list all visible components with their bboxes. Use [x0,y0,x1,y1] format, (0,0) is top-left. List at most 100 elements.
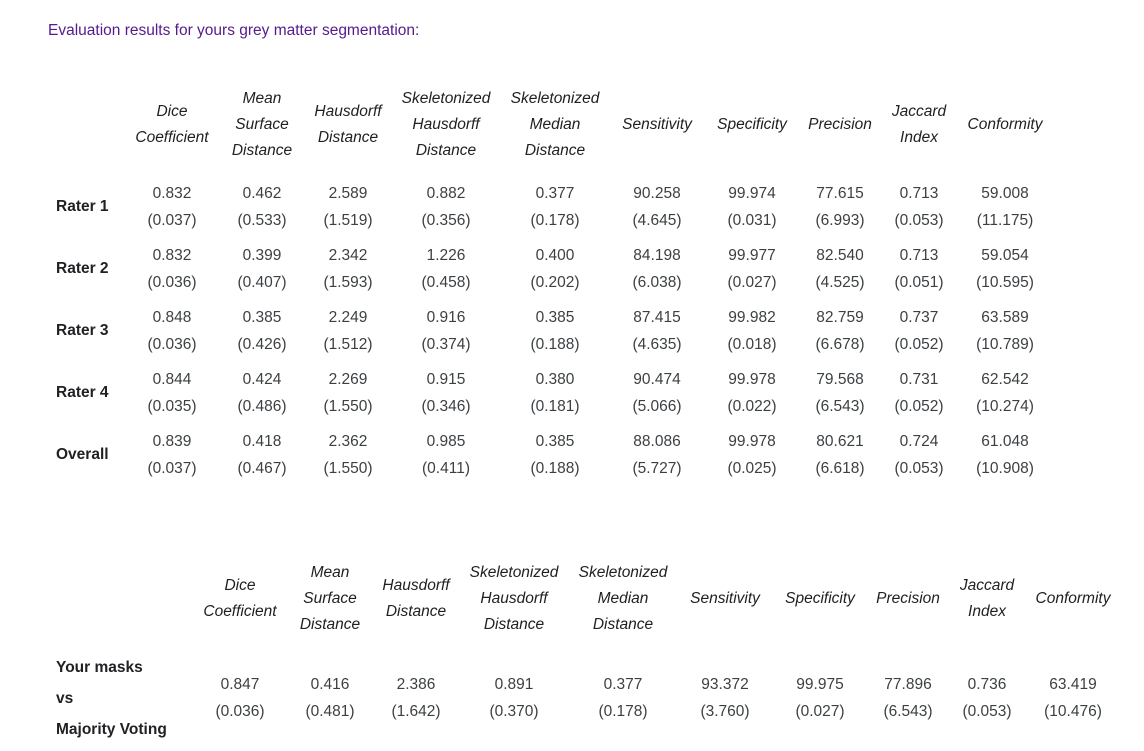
metric-cell: 2.386 (1.642) [374,650,458,746]
metric-cell: 82.759 (6.678) [798,300,882,362]
std-value: (0.025) [727,460,777,477]
column-header: Jaccard Index [959,577,1015,620]
std-value: (1.550) [323,460,373,477]
metric-cell: 84.198 (6.038) [608,238,706,300]
std-value: (0.053) [894,460,944,477]
std-value: (10.908) [976,460,1034,477]
std-value: (6.543) [815,398,865,415]
metric-cell: 0.847 (0.036) [194,650,286,746]
metric-cell: 63.419 (10.476) [1024,650,1122,746]
std-value: (0.036) [147,336,197,353]
mean-value: 93.372 [701,676,749,693]
mean-value: 0.736 [967,676,1007,693]
mean-value: 82.759 [816,309,864,326]
metric-cell: 0.462 (0.533) [218,176,306,238]
mean-value: 2.589 [328,185,368,202]
mean-value: 2.342 [328,247,368,264]
std-value: (1.550) [323,398,373,415]
std-value: (6.618) [815,460,865,477]
std-value: (0.037) [147,460,197,477]
mean-value: 77.615 [816,185,864,202]
std-value: (0.051) [894,274,944,291]
mean-value: 79.568 [816,371,864,388]
std-value: (0.035) [147,398,197,415]
metric-cell: 0.416 (0.481) [286,650,374,746]
mean-value: 0.380 [535,371,575,388]
std-value: (0.533) [237,212,287,229]
mean-value: 99.982 [728,309,776,326]
table-row: Rater 4 0.844 (0.035) 0.424 (0.486) 2.269 (1.5… [48,362,1054,424]
row-label-line: Majority Voting [56,720,167,738]
metric-cell: 90.474 (5.066) [608,362,706,424]
column-header: Precision [808,116,872,133]
metric-cell: 0.399 (0.407) [218,238,306,300]
metric-cell: 80.621 (6.618) [798,424,882,486]
metric-cell: 0.882 (0.356) [390,176,502,238]
metric-cell: 0.713 (0.051) [882,238,956,300]
mean-value: 99.977 [728,247,776,264]
std-value: (0.053) [962,703,1012,720]
mean-value: 0.731 [899,371,939,388]
row-label-header [48,74,126,176]
row-label: Overall [56,446,109,463]
page-title: Evaluation results for yours grey matter… [48,22,420,39]
mean-value: 0.915 [426,371,466,388]
metric-cell: 99.974 (0.031) [706,176,798,238]
std-value: (0.411) [422,460,470,477]
column-header: Dice Coefficient [203,577,277,620]
mean-value: 77.896 [884,676,932,693]
majority-voting-comparison-table: Dice Coefficient Mean Surface Distance Hau… [48,548,1122,746]
std-value: (5.727) [632,460,682,477]
std-value: (0.027) [727,274,777,291]
std-value: (0.036) [215,703,265,720]
metric-cell: 99.982 (0.018) [706,300,798,362]
std-value: (0.181) [530,398,580,415]
metric-cell: 63.589 (10.789) [956,300,1054,362]
mean-value: 0.385 [242,309,282,326]
std-value: (0.458) [421,274,471,291]
header-row: Dice Coefficient Mean Surface Distance Hau… [48,548,1122,650]
mean-value: 2.269 [328,371,368,388]
std-value: (0.188) [530,336,580,353]
column-header: Specificity [717,116,787,133]
row-label-line: Your masks [56,658,143,676]
metric-cell: 99.977 (0.027) [706,238,798,300]
mean-value: 99.978 [728,371,776,388]
metric-cell: 99.978 (0.022) [706,362,798,424]
mean-value: 2.249 [328,309,368,326]
mean-value: 0.462 [242,185,282,202]
mean-value: 0.385 [535,433,575,450]
std-value: (0.356) [421,212,471,229]
mean-value: 0.724 [899,433,939,450]
std-value: (0.178) [530,212,580,229]
std-value: (0.481) [305,703,355,720]
std-value: (10.595) [976,274,1034,291]
std-value: (0.031) [727,212,777,229]
raters-results-table: Dice Coefficient Mean Surface Distance Hau… [48,74,1054,486]
metric-cell: 62.542 (10.274) [956,362,1054,424]
mean-value: 0.985 [426,433,466,450]
std-value: (0.202) [530,274,580,291]
std-value: (1.642) [391,703,441,720]
std-value: (10.274) [976,398,1034,415]
table-row: Rater 3 0.848 (0.036) 0.385 (0.426) 2.249 (1.5… [48,300,1054,362]
std-value: (0.467) [237,460,287,477]
metric-cell: 0.418 (0.467) [218,424,306,486]
std-value: (0.486) [237,398,287,415]
mean-value: 84.198 [633,247,681,264]
metric-cell: 0.385 (0.188) [502,300,608,362]
metric-cell: 59.008 (11.175) [956,176,1054,238]
column-header: Skeletonized Hausdorff Distance [469,564,559,633]
std-value: (0.370) [489,703,539,720]
std-value: (0.188) [530,460,580,477]
metric-cell: 59.054 (10.595) [956,238,1054,300]
mean-value: 87.415 [633,309,681,326]
std-value: (6.543) [883,703,933,720]
row-label: Rater 1 [56,198,109,215]
metric-cell: 0.891 (0.370) [458,650,570,746]
std-value: (0.052) [894,336,944,353]
metric-cell: 0.915 (0.346) [390,362,502,424]
std-value: (6.678) [815,336,865,353]
column-header: Mean Surface Distance [299,564,361,633]
mean-value: 82.540 [816,247,864,264]
